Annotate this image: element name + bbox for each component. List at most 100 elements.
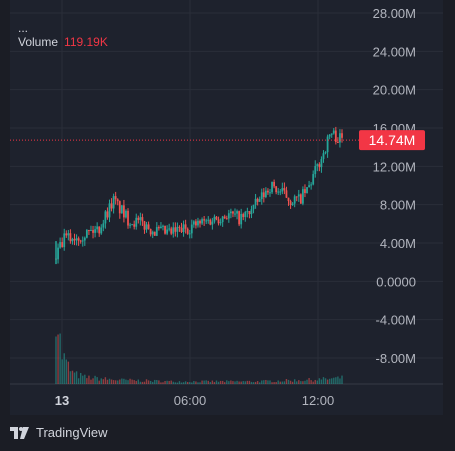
candle-body bbox=[125, 210, 127, 218]
plot-background bbox=[10, 0, 443, 415]
volume-bar bbox=[104, 377, 107, 384]
candle-body bbox=[174, 227, 177, 232]
volume-bar bbox=[88, 375, 90, 384]
y-tick-label: 4.00M bbox=[380, 236, 416, 251]
candle-body bbox=[213, 216, 216, 222]
candle-body bbox=[229, 211, 232, 214]
volume-bar bbox=[164, 380, 166, 384]
candle-body bbox=[186, 228, 189, 234]
volume-bar bbox=[55, 336, 57, 384]
volume-bar bbox=[250, 381, 253, 384]
volume-bar bbox=[234, 381, 236, 384]
volume-bar bbox=[96, 377, 98, 384]
candle-body bbox=[297, 194, 300, 197]
volume-bar bbox=[291, 381, 294, 384]
candles bbox=[55, 126, 343, 265]
volume-bar bbox=[100, 378, 102, 384]
volume-bar bbox=[147, 380, 150, 384]
volume-bar bbox=[193, 380, 195, 384]
volume-bar bbox=[63, 353, 65, 384]
candle-body bbox=[304, 189, 306, 194]
candle-body bbox=[83, 237, 86, 241]
x-axis: 13 06:00 12:00 bbox=[55, 393, 335, 408]
volume-bar bbox=[65, 359, 67, 384]
volume-bar bbox=[137, 379, 140, 384]
x-tick-label: 12:00 bbox=[302, 393, 335, 408]
candle-body bbox=[201, 219, 203, 224]
candle-body bbox=[254, 198, 257, 205]
candle-body bbox=[234, 213, 236, 215]
x-tick-label: 13 bbox=[55, 393, 69, 408]
candle-body bbox=[279, 191, 282, 193]
candle-body bbox=[166, 229, 169, 234]
volume-bar bbox=[300, 381, 302, 384]
candle-body bbox=[339, 133, 341, 143]
candle-body bbox=[318, 164, 321, 168]
candle-body bbox=[114, 196, 117, 200]
volume-bar bbox=[314, 379, 316, 384]
candle-body bbox=[190, 224, 193, 234]
volume-bar bbox=[73, 372, 76, 384]
volume-bar bbox=[267, 380, 269, 384]
candle-body bbox=[131, 224, 134, 226]
candle-body bbox=[197, 220, 199, 226]
candle-body bbox=[248, 211, 251, 215]
volume-bar bbox=[293, 379, 296, 384]
candle-body bbox=[295, 196, 298, 198]
candle-body bbox=[145, 224, 148, 230]
tradingview-brand[interactable]: TradingView bbox=[10, 425, 108, 440]
price-badge-group: 14.74M bbox=[359, 130, 425, 151]
volume-bar bbox=[114, 380, 117, 384]
volume-bar bbox=[302, 381, 304, 384]
candle-body bbox=[308, 185, 310, 188]
candle-body bbox=[277, 191, 280, 193]
candle-body bbox=[287, 197, 290, 202]
volume-bar bbox=[57, 334, 59, 384]
volume-bar bbox=[275, 382, 277, 384]
candle-body bbox=[262, 192, 265, 198]
volume-bar bbox=[125, 379, 127, 384]
candle-body bbox=[285, 190, 288, 198]
y-tick-label: -4.00M bbox=[376, 313, 416, 328]
volume-bar bbox=[287, 379, 290, 384]
candle-body bbox=[199, 220, 201, 224]
volume-bar bbox=[178, 381, 181, 384]
y-tick-label: 12.00M bbox=[373, 159, 416, 174]
volume-bar bbox=[102, 379, 105, 384]
candle-body bbox=[306, 187, 308, 194]
volume-bar bbox=[256, 381, 259, 384]
candle-body bbox=[137, 217, 140, 220]
volume-bar bbox=[145, 379, 148, 384]
volume-bar bbox=[310, 380, 312, 384]
candle-body bbox=[77, 238, 80, 241]
candle-body bbox=[217, 219, 220, 224]
volume-bar bbox=[121, 378, 123, 384]
candle-body bbox=[252, 204, 255, 210]
volume-bar bbox=[213, 382, 216, 384]
candle-body bbox=[273, 181, 276, 187]
candle-body bbox=[250, 209, 253, 215]
tradingview-logo-icon bbox=[10, 426, 29, 439]
volume-bar bbox=[205, 380, 207, 384]
candle-body bbox=[283, 188, 286, 191]
candle-body bbox=[232, 211, 234, 214]
candle-body bbox=[90, 230, 92, 232]
candle-body bbox=[180, 227, 183, 233]
volume-bar bbox=[98, 380, 100, 384]
volume-bar bbox=[217, 381, 220, 384]
volume-legend-row: Volume 119.19K bbox=[18, 34, 108, 50]
candle-body bbox=[209, 219, 212, 225]
candle-body bbox=[225, 218, 228, 220]
y-tick-label: 0.0000 bbox=[376, 274, 416, 289]
volume-bar bbox=[154, 379, 156, 384]
candle-body bbox=[238, 211, 241, 225]
volume-bar bbox=[168, 380, 170, 384]
candle-body bbox=[205, 220, 208, 222]
x-tick-label: 06:00 bbox=[174, 393, 207, 408]
candle-body bbox=[149, 228, 152, 235]
candle-body bbox=[316, 164, 319, 167]
volume-bar bbox=[141, 381, 144, 384]
legend-ellipsis[interactable]: ... bbox=[18, 21, 29, 35]
